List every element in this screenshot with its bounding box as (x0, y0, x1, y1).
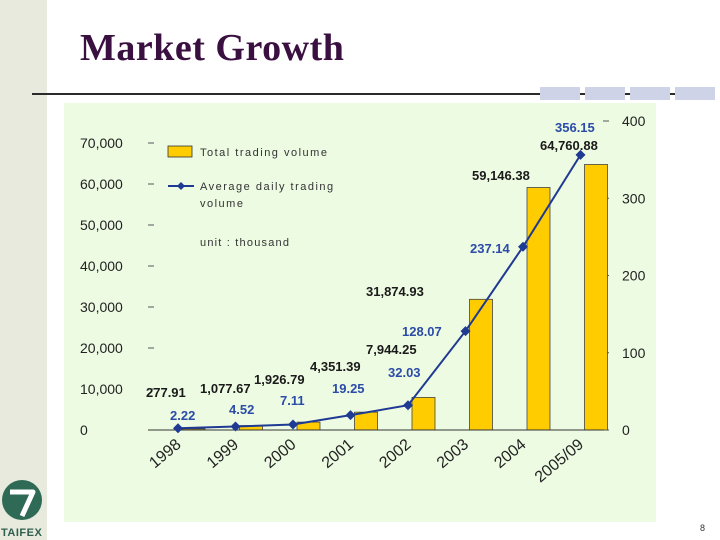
legend-bar-label: Total trading volume (200, 147, 328, 159)
taifex-logo-icon (2, 480, 42, 520)
right-axis-tick-label: 100 (622, 345, 646, 361)
line-point-marker (575, 149, 586, 160)
line-value-label: 7.11 (280, 393, 305, 408)
line-point-marker (518, 241, 528, 252)
line-value-label: 128.07 (402, 324, 442, 339)
decorative-block (540, 87, 580, 100)
chart-background (64, 103, 656, 522)
logo-wordmark: TAIFEX (1, 527, 43, 539)
decorative-block (675, 87, 715, 100)
taifex-logo (0, 474, 48, 540)
line-value-label: 2.22 (170, 408, 195, 423)
left-axis-tick-label: 60,000 (80, 176, 123, 192)
bar-value-label: 1,077.67 (200, 381, 251, 396)
left-axis-tick-label: 30,000 (80, 299, 123, 315)
bar-value-label: 7,944.25 (366, 342, 417, 357)
line-point-marker (173, 423, 183, 434)
left-axis-tick-label: 0 (80, 422, 88, 438)
left-axis-tick-label: 50,000 (80, 217, 123, 233)
legend-line-label-cont: volume (200, 198, 244, 210)
page-number: 8 (700, 523, 706, 533)
legend-bar-swatch (167, 145, 193, 158)
legend-line-marker (177, 182, 185, 190)
bar-value-label: 1,926.79 (254, 372, 305, 387)
line-value-label: 32.03 (388, 365, 421, 380)
line-value-label: 237.14 (470, 241, 511, 256)
line-average-daily-volume (177, 154, 582, 430)
decorative-block (585, 87, 625, 100)
legend-line-label: Average daily trading (200, 181, 335, 193)
bar-value-label: 64,760.88 (540, 138, 598, 153)
line-value-label: 4.52 (229, 402, 254, 417)
left-axis-tick-label: 40,000 (80, 258, 123, 274)
bar-value-label: 4,351.39 (310, 359, 361, 374)
left-axis-tick-label: 10,000 (80, 381, 123, 397)
bar-value-label: 31,874.93 (366, 284, 424, 299)
right-axis-tick-label: 300 (622, 190, 646, 206)
left-decorative-strip (0, 0, 47, 540)
line-point-marker (230, 421, 241, 432)
bar-value-label: 277.91 (146, 385, 186, 400)
line-point-marker (288, 419, 298, 430)
line-value-label: 19.25 (332, 381, 365, 396)
bar-value-label: 59,146.38 (472, 168, 530, 183)
left-axis-tick-label: 70,000 (80, 135, 123, 151)
title-divider (32, 93, 692, 95)
right-axis-tick-label: 400 (622, 113, 646, 129)
right-axis-tick-label: 0 (622, 422, 630, 438)
decorative-block (630, 87, 670, 100)
line-point-marker (345, 410, 356, 421)
chart-legend: Total trading volume Average daily tradi… (167, 145, 335, 249)
right-axis-tick-label: 200 (622, 268, 646, 284)
left-axis-tick-label: 20,000 (80, 340, 123, 356)
line-value-label: 356.15 (555, 120, 595, 135)
line-point-marker (403, 400, 413, 411)
bar-total-trading-volume (411, 397, 436, 431)
line-point-marker (460, 326, 471, 337)
bar-total-trading-volume (584, 164, 608, 431)
slide-title: Market Growth (80, 27, 345, 69)
legend-unit-note: unit : thousand (200, 237, 290, 249)
